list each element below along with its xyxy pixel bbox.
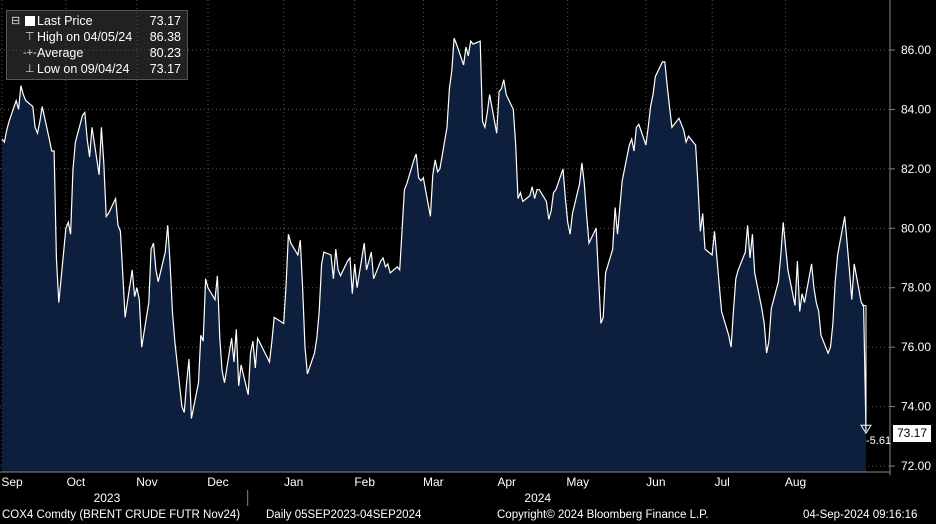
x-tick-label-apr: Apr [497,475,516,489]
low-marker-icon: ⊥ [25,63,35,75]
x-tick-label-mar: Mar [423,475,444,489]
footer-timestamp: 04-Sep-2024 09:16:16 [803,509,918,521]
x-tick-label-may: May [566,475,589,489]
legend-last-price-value: 73.17 [149,14,181,28]
x-tick-label-sep: Sep [1,475,23,489]
year-label-2024: 2024 [524,491,551,505]
y-tick-label-82.00: 82.00 [901,162,931,176]
legend-low-value: 73.17 [149,62,181,76]
x-tick-label-nov: Nov [136,475,157,489]
last-price-swatch-icon [25,16,35,26]
y-tick-label-76.00: 76.00 [901,340,931,354]
y-tick-label-74.00: 74.00 [901,400,931,414]
legend-row-last-price: ⊟ Last Price 73.17 [7,13,187,29]
high-marker-icon: ⊤ [25,31,35,43]
legend-low-label: Low on 09/04/24 [37,62,130,76]
x-axis: Sep Oct Nov Dec Jan Feb Mar Apr May Jun Jul Aug 2023… [0,471,890,506]
down-arrow-icon [860,424,872,435]
y-tick-label-84.00: 84.00 [901,102,931,116]
x-tick-label-aug: Aug [785,475,806,489]
footer-period: Daily 05SEP2023-04SEP2024 [266,509,422,521]
y-tick-label-78.00: 78.00 [901,281,931,295]
x-tick-label-jun: Jun [646,475,665,489]
footer-ticker: COX4 Comdty (BRENT CRUDE FUTR Nov24) [2,509,241,521]
legend-row-average: -+- Average 80.23 [7,45,187,61]
average-marker-icon: -+- [23,47,37,59]
legend: ⊟ Last Price 73.17 ⊤ High on 04/05/24 86… [6,10,188,80]
legend-average-value: 80.23 [149,46,181,60]
legend-high-label: High on 04/05/24 [37,30,133,44]
footer-copyright: Copyright© 2024 Bloomberg Finance L.P. [497,509,709,521]
y-tick-label-72.00: 72.00 [901,459,931,473]
y-tick-label-86.00: 86.00 [901,43,931,57]
x-tick-label-jan: Jan [284,475,303,489]
x-tick-label-oct: Oct [67,475,86,489]
last-price-marker [860,305,872,435]
price-area [2,38,866,472]
last-price-box: 73.17 [893,425,932,442]
year-label-2023: 2023 [94,491,121,505]
footer: COX4 Comdty (BRENT CRUDE FUTR Nov24) Dai… [0,507,936,524]
change-annotation: -5.61 [866,435,891,447]
legend-average-label: Average [37,46,84,60]
price-line [1,37,867,432]
legend-last-price-label: Last Price [37,14,93,28]
legend-row-low: ⊥ Low on 09/04/24 73.17 [7,61,187,77]
x-tick-label-jul: Jul [714,475,729,489]
legend-row-high: ⊤ High on 04/05/24 86.38 [7,29,187,45]
legend-high-value: 86.38 [149,30,181,44]
x-tick-label-feb: Feb [354,475,375,489]
price-chart: 72.00 74.00 76.00 78.00 80.00 82.00 84.00 86.00… [0,0,932,506]
x-tick-label-dec: Dec [207,475,228,489]
legend-collapse-icon[interactable]: ⊟ [11,15,21,27]
y-axis: 72.00 74.00 76.00 78.00 80.00 82.00 84.00 86.00 [889,0,931,475]
y-tick-label-80.00: 80.00 [901,221,931,235]
